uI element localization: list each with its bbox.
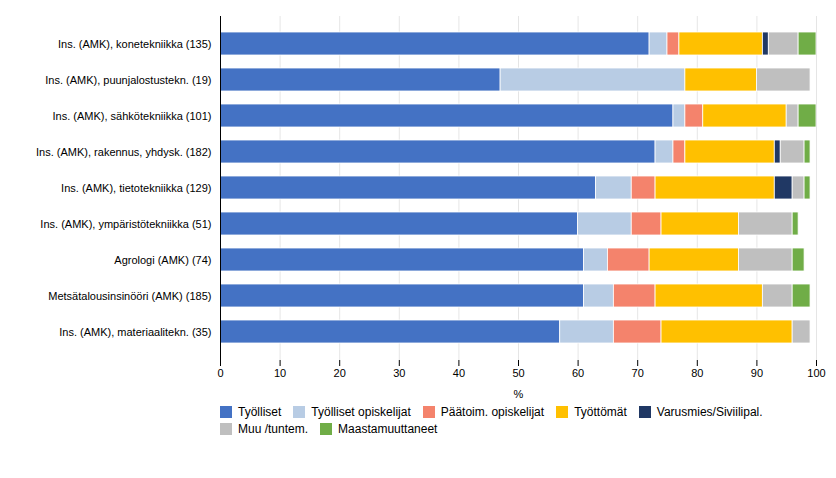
svg-text:60: 60 xyxy=(572,367,584,379)
html-text:Päätoim. opiskelijat: Päätoim. opiskelijat xyxy=(440,405,545,420)
svg-text:Ins. (AMK), tietotekniikka (12: Ins. (AMK), tietotekniikka (129) xyxy=(61,182,211,194)
svg-text:%: % xyxy=(514,388,524,400)
svg-text:80: 80 xyxy=(691,367,703,379)
svg-text:0: 0 xyxy=(217,367,223,379)
svg-text:70: 70 xyxy=(632,367,644,379)
svg-text:40: 40 xyxy=(453,367,465,379)
html-text:Maastamuuttaneet: Maastamuuttaneet xyxy=(338,421,438,436)
svg-text:Ins. (AMK), rakennus, yhdysk.: Ins. (AMK), rakennus, yhdysk. (182) xyxy=(36,146,211,158)
svg-text:Ins. (AMK), puunjalostustekn.: Ins. (AMK), puunjalostustekn. (19) xyxy=(45,74,211,86)
html-text:Työttömät: Työttömät xyxy=(574,405,627,420)
html-text:Työlliset: Työlliset xyxy=(238,405,282,420)
svg-text:Ins. (AMK), ympäristötekniikka: Ins. (AMK), ympäristötekniikka (51) xyxy=(40,218,211,230)
svg-text:50: 50 xyxy=(512,367,524,379)
html-text:Varusmies/Siviilipal.: Varusmies/Siviilipal. xyxy=(656,405,763,420)
svg-text:Ins. (AMK), materiaalitekn. (3: Ins. (AMK), materiaalitekn. (35) xyxy=(59,326,211,338)
svg-text:Metsätalousinsinööri (AMK) (18: Metsätalousinsinööri (AMK) (185) xyxy=(48,290,211,302)
svg-text:20: 20 xyxy=(334,367,346,379)
svg-text:90: 90 xyxy=(751,367,763,379)
svg-text:100: 100 xyxy=(807,367,825,379)
svg-text:Ins. (AMK), sähkötekniikka (10: Ins. (AMK), sähkötekniikka (101) xyxy=(53,110,212,122)
html-text:Muu /tuntem.: Muu /tuntem. xyxy=(238,421,308,436)
svg-text:30: 30 xyxy=(393,367,405,379)
svg-text:10: 10 xyxy=(274,367,286,379)
html-text:Työlliset opiskelijat: Työlliset opiskelijat xyxy=(311,405,411,420)
svg-text:Ins. (AMK), konetekniikka (135: Ins. (AMK), konetekniikka (135) xyxy=(58,38,211,50)
svg-text:Agrologi (AMK) (74): Agrologi (AMK) (74) xyxy=(114,254,211,266)
